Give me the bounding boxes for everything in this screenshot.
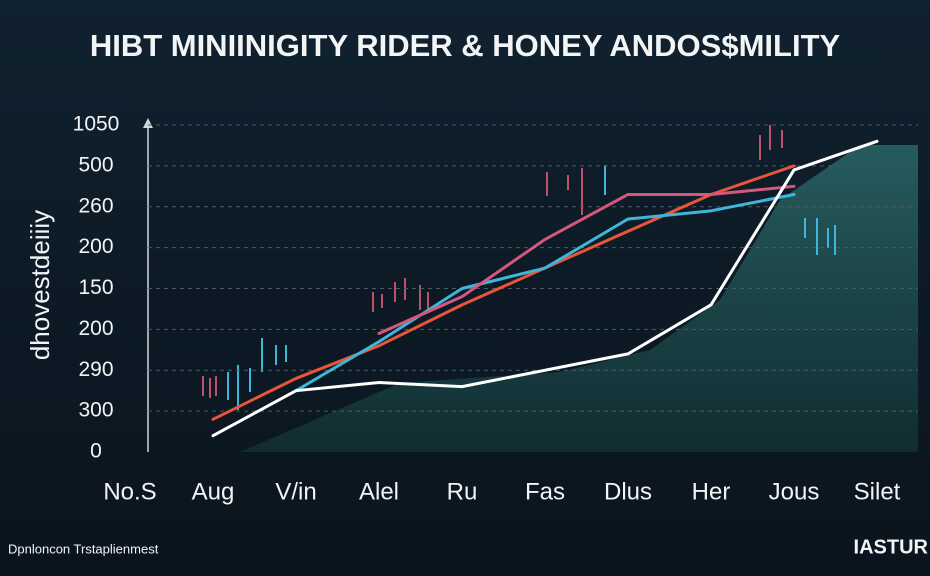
x-tick-label: Alel	[359, 478, 399, 505]
y-axis-label: dhovestdeiiiy	[25, 210, 55, 360]
series-line	[377, 184, 796, 335]
decor-candles	[202, 125, 783, 398]
series-line	[211, 139, 879, 438]
logo: IASTUR	[854, 536, 929, 558]
y-tick-label: 0	[90, 440, 102, 463]
series-line	[294, 192, 796, 393]
x-tick-label: Silet	[854, 478, 901, 505]
decor-candles	[227, 165, 836, 410]
x-tick-label: Dlus	[604, 478, 652, 505]
y-tick-label: 200	[78, 317, 113, 340]
y-tick-label: 200	[78, 235, 113, 258]
x-tick-label: Jous	[769, 478, 820, 505]
x-tick-label: V/in	[275, 478, 316, 505]
y-tick-label: 290	[78, 358, 113, 381]
y-tick-label: 300	[78, 399, 113, 422]
decor-area	[240, 145, 918, 452]
footer: Dpnloncon Trstaplienmest	[8, 541, 159, 556]
y-tick-label: 500	[78, 153, 113, 176]
y-tick-label: 1050	[73, 113, 120, 136]
x-tick-label: Ru	[447, 478, 478, 505]
y-tick-label: 260	[78, 194, 113, 217]
x-tick-label: Her	[692, 478, 731, 505]
x-tick-label: No.S	[103, 478, 156, 505]
chart-title: HIBT MINIINIGITY RIDER & HONEY ANDOS$MIL…	[90, 28, 841, 63]
series-line	[211, 164, 796, 421]
y-tick-label: 150	[78, 276, 113, 299]
x-tick-label: Aug	[192, 478, 235, 505]
x-tick-label: Fas	[525, 478, 565, 505]
